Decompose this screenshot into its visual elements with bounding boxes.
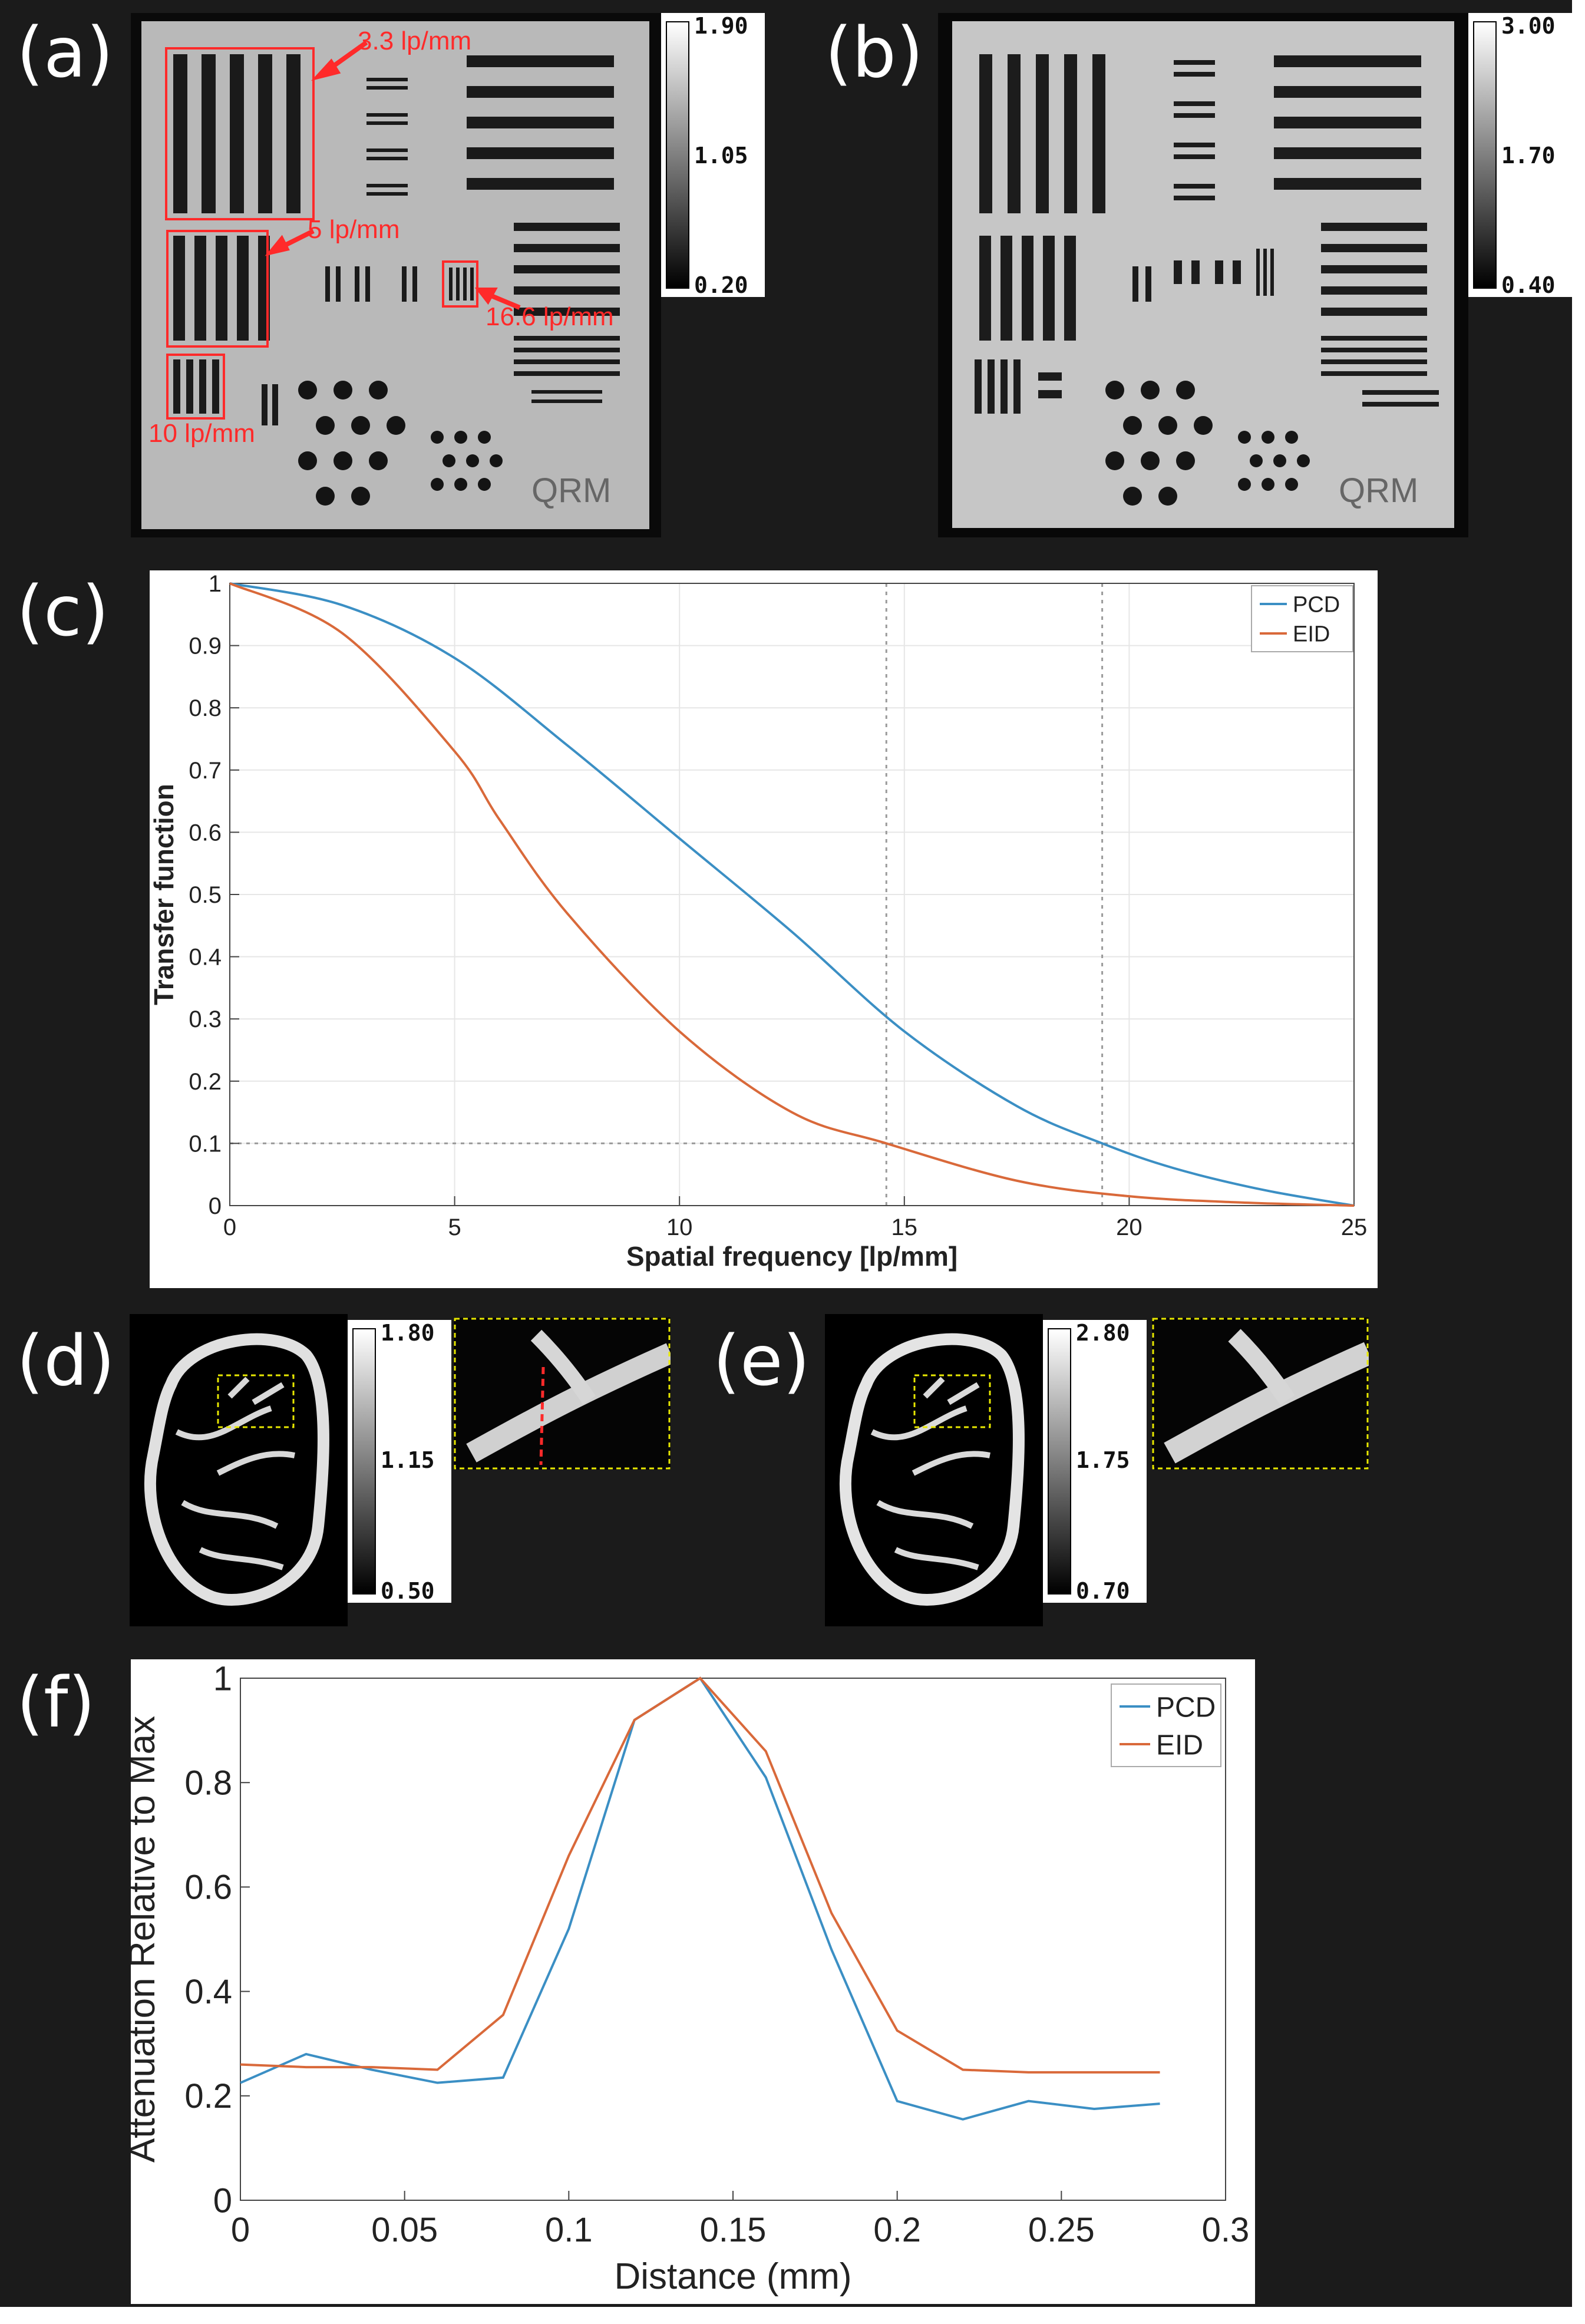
chart-c: 0 5 10 15 20 25 0 0.1 0.2 0.3 0.4 0.5 0.6 0.7 0.8 0.9 1 S… xyxy=(148,571,1368,1272)
y-tick-label: 0.6 xyxy=(184,1869,232,1907)
y-tick-label: 0.1 xyxy=(189,1131,222,1157)
x-tick-label: 15 xyxy=(891,1214,918,1240)
x-tick-label: 0 xyxy=(231,2211,250,2249)
y-tick-label: 0.4 xyxy=(189,945,222,970)
zoom-image-e xyxy=(1152,1318,1369,1470)
axes-box xyxy=(240,1678,1226,2201)
y-tick-label: 0.8 xyxy=(189,695,222,721)
chart-c-container: 0 5 10 15 20 25 0 0.1 0.2 0.3 0.4 0.5 0.6 0.7 0.8 0.9 1 S… xyxy=(148,570,1378,1288)
y-tick-label: 0.4 xyxy=(184,1973,232,2011)
y-tick-label: 0.3 xyxy=(189,1006,222,1032)
x-tick-label: 25 xyxy=(1341,1214,1368,1240)
annotation-5-lp: 5 lp/mm xyxy=(308,215,399,244)
legend-box xyxy=(1111,1683,1221,1767)
chart-f: 0 0.05 0.1 0.15 0.2 0.25 0.3 0 0.2 0.4 0.6 0.8 1 Dist… xyxy=(122,1659,1250,2297)
panel-label-c: (c) xyxy=(16,570,109,652)
y-axis-label: Transfer function xyxy=(150,784,179,1005)
x-tick-label: 0 xyxy=(223,1214,236,1240)
annotation-16-6-lp: 16.6 lp/mm xyxy=(486,302,614,331)
bone-image-e xyxy=(825,1314,1043,1626)
qrm-text-b: QRM xyxy=(1339,471,1418,510)
y-tick-label: 0.2 xyxy=(184,2077,232,2115)
series-line-pcd xyxy=(240,1676,1160,2121)
y-tick-label: 0.8 xyxy=(184,1764,232,1803)
y-tick-label: 0.6 xyxy=(189,820,222,846)
colorbar-e: 2.80 1.75 0.70 xyxy=(1043,1320,1147,1604)
x-axis-label: Distance (mm) xyxy=(614,2256,851,2297)
phantom-image-b: QRM xyxy=(938,13,1468,537)
x-tick-label: 0.1 xyxy=(545,2211,593,2249)
legend-box xyxy=(1251,585,1353,652)
legend-label-eid: EID xyxy=(1156,1729,1203,1761)
bone-image-d xyxy=(130,1314,348,1626)
annotation-10-lp: 10 lp/mm xyxy=(148,419,255,448)
x-tick-label: 0.15 xyxy=(700,2211,767,2249)
y-tick-label: 1 xyxy=(209,571,222,597)
y-tick-label: 0 xyxy=(209,1193,222,1219)
y-tick-label: 0 xyxy=(213,2181,232,2220)
y-axis-label: Attenuation Relative to Max xyxy=(131,1716,163,2163)
x-tick-label: 5 xyxy=(448,1214,461,1240)
panel-label-d: (d) xyxy=(16,1320,115,1401)
colorbar-a: 1.90 1.05 0.20 xyxy=(661,13,765,298)
y-tick-label: 0.7 xyxy=(189,758,222,784)
panel-label-a: (a) xyxy=(16,12,114,93)
panel-label-e: (e) xyxy=(713,1320,810,1401)
y-tick-label: 0.2 xyxy=(189,1069,222,1095)
x-tick-label: 0.05 xyxy=(371,2211,438,2249)
series-line-eid xyxy=(229,582,1355,1207)
legend-label-pcd: PCD xyxy=(1293,593,1340,618)
legend-label-eid: EID xyxy=(1293,622,1330,647)
legend-label-pcd: PCD xyxy=(1156,1692,1216,1723)
x-tick-label: 20 xyxy=(1116,1214,1142,1240)
series-line-pcd xyxy=(229,582,1355,1207)
panel-label-f: (f) xyxy=(16,1662,95,1743)
x-tick-label: 0.3 xyxy=(1202,2211,1250,2249)
series-line-eid xyxy=(240,1676,1160,2074)
x-tick-label: 10 xyxy=(666,1214,693,1240)
x-tick-label: 0.25 xyxy=(1028,2211,1095,2249)
zoom-image-d xyxy=(454,1318,671,1470)
phantom-image-a: QRM 3.3 lp/mm 5 lp/mm 16.6 lp/mm 10 lp/m… xyxy=(131,13,661,537)
colorbar-d: 1.80 1.15 0.50 xyxy=(348,1320,451,1604)
qrm-text-a: QRM xyxy=(531,471,611,510)
y-tick-label: 0.5 xyxy=(189,882,222,908)
chart-f-container: 0 0.05 0.1 0.15 0.2 0.25 0.3 0 0.2 0.4 0.6 0.8 1 Dist… xyxy=(122,1659,1255,2304)
panel-label-b: (b) xyxy=(825,12,923,93)
y-tick-label: 0.9 xyxy=(189,633,222,659)
colorbar-b: 3.00 1.70 0.40 xyxy=(1468,13,1572,298)
y-tick-label: 1 xyxy=(213,1659,232,1698)
x-axis-label: Spatial frequency [lp/mm] xyxy=(626,1241,957,1272)
annotation-3-3-lp: 3.3 lp/mm xyxy=(358,27,471,55)
x-tick-label: 0.2 xyxy=(873,2211,921,2249)
